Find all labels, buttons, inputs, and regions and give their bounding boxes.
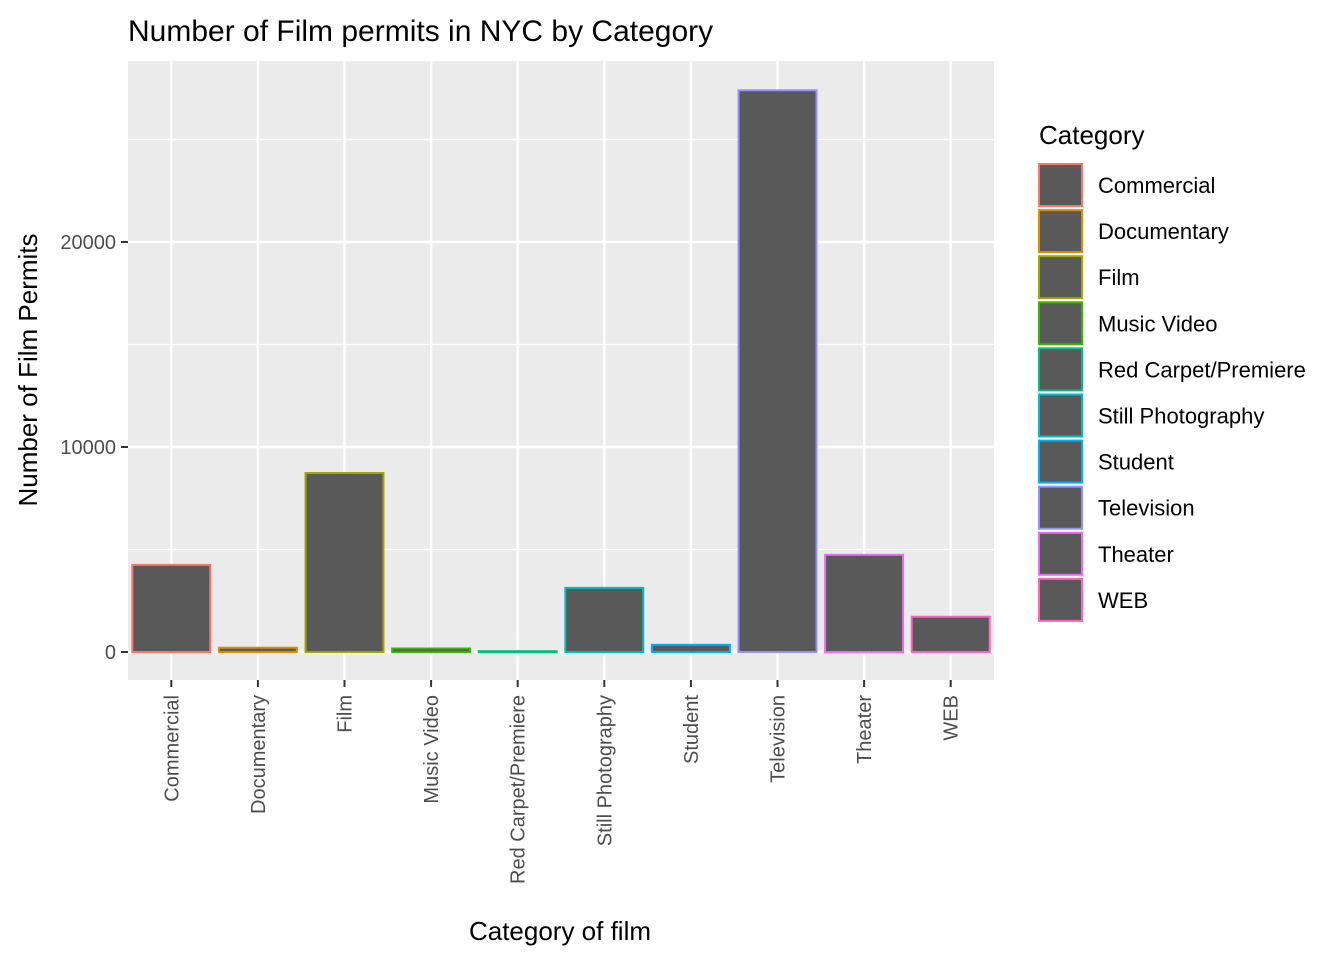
bar-red-carpet-premiere bbox=[477, 650, 558, 654]
y-tick-label: 0 bbox=[105, 642, 116, 664]
legend-label: Television bbox=[1098, 496, 1195, 521]
bar-commercial bbox=[131, 563, 212, 653]
legend-key bbox=[1038, 531, 1083, 576]
bar-web bbox=[910, 615, 991, 653]
x-tick-label: Red Carpet/Premiere bbox=[508, 695, 530, 884]
bar-television bbox=[737, 89, 818, 654]
legend-label: Theater bbox=[1098, 542, 1174, 567]
x-tick-label: Student bbox=[681, 695, 703, 764]
x-tick-label: Documentary bbox=[248, 695, 270, 814]
y-axis: 0 10000 20000 bbox=[60, 232, 128, 664]
legend-key bbox=[1038, 577, 1083, 622]
bar-still-photography bbox=[564, 586, 645, 654]
x-tick-label: Theater bbox=[854, 695, 876, 764]
x-tick-label: Commercial bbox=[161, 695, 183, 802]
x-axis-title: Category of film bbox=[469, 916, 651, 946]
bars bbox=[131, 89, 991, 654]
y-axis-title: Number of Film Permits bbox=[13, 233, 43, 506]
legend-key bbox=[1038, 301, 1083, 346]
bar-student bbox=[650, 643, 731, 654]
legend-title: Category bbox=[1039, 120, 1145, 150]
bar-music-video bbox=[391, 647, 472, 654]
x-tick-label: WEB bbox=[941, 695, 963, 741]
x-tick-label: Music Video bbox=[421, 695, 443, 804]
x-axis: Commercial Documentary Film Music Video Red … bbox=[161, 680, 963, 884]
chart-title: Number of Film permits in NYC by Categor… bbox=[128, 15, 713, 48]
legend-key bbox=[1038, 485, 1083, 530]
legend-label: Student bbox=[1098, 450, 1174, 475]
legend-key bbox=[1038, 209, 1083, 254]
legend-key bbox=[1038, 347, 1083, 392]
x-tick-label: Still Photography bbox=[594, 695, 616, 846]
x-tick-label: Television bbox=[768, 695, 790, 783]
legend-label: Film bbox=[1098, 265, 1140, 290]
legend-label: Documentary bbox=[1098, 219, 1229, 244]
legend-label: Still Photography bbox=[1098, 404, 1264, 429]
bar-film bbox=[304, 472, 385, 653]
minor-gridlines bbox=[128, 138, 994, 551]
legend-label: Music Video bbox=[1098, 311, 1217, 336]
x-tick-label: Film bbox=[335, 695, 357, 733]
bar-theater bbox=[824, 553, 905, 654]
legend-key bbox=[1038, 163, 1083, 207]
legend-key bbox=[1038, 393, 1083, 438]
legend: Commercial Documentary Film Music Video Red … bbox=[1038, 163, 1306, 622]
legend-label: Red Carpet/Premiere bbox=[1098, 357, 1306, 382]
legend-label: Commercial bbox=[1098, 173, 1215, 198]
legend-label: WEB bbox=[1098, 588, 1148, 613]
legend-key bbox=[1038, 439, 1083, 484]
legend-key bbox=[1038, 255, 1083, 300]
y-tick-label: 20000 bbox=[60, 232, 116, 254]
y-tick-label: 10000 bbox=[60, 437, 116, 459]
bar-documentary bbox=[217, 646, 298, 654]
